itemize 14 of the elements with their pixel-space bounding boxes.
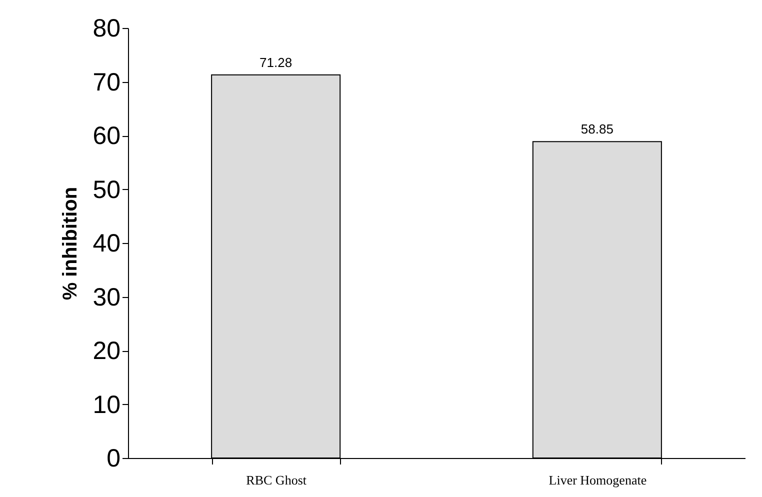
y-tick-label: 0: [106, 444, 120, 472]
y-tick-label: 10: [92, 390, 120, 419]
y-tick-label: 80: [92, 14, 120, 42]
data-label: 58.85: [580, 122, 614, 137]
y-axis-title: % inhibition: [60, 186, 82, 300]
data-label: 71.28: [260, 54, 292, 70]
x-tick-label: Liver Homogenate: [548, 472, 647, 488]
y-tick-label: 60: [92, 122, 120, 150]
x-tick-label: RBC Ghost: [246, 472, 307, 488]
y-tick-label: 70: [92, 68, 120, 96]
y-tick-label: 30: [92, 283, 120, 312]
y-tick-label: 50: [92, 176, 120, 204]
y-tick-label: 20: [92, 337, 120, 365]
y-tick-label: 40: [92, 230, 120, 258]
